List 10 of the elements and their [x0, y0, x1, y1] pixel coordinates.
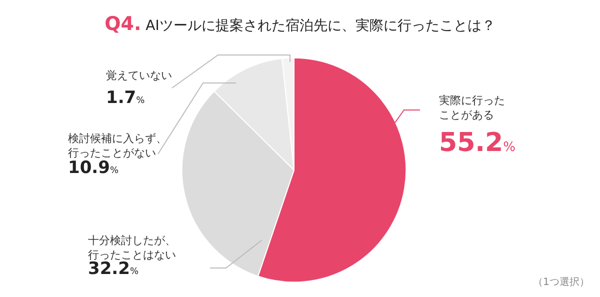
data-label: 32.2% [88, 259, 139, 279]
data-label: 55.2% [439, 128, 516, 158]
slice-label: 検討候補に入らず、行ったことがない [68, 132, 167, 160]
data-label: 10.9% [68, 158, 119, 178]
slice-label: 実際に行ったことがある [439, 94, 505, 122]
text: （1つ選択） [533, 276, 590, 288]
data-label: 1.7% [106, 88, 146, 108]
slice-label: 十分検討したが、行ったことはない [88, 234, 176, 262]
slice-label: 覚えていない [106, 69, 172, 82]
chart-title: Q4. AIツールに提案された宿泊先に、実際に行ったことは？ [104, 13, 496, 36]
